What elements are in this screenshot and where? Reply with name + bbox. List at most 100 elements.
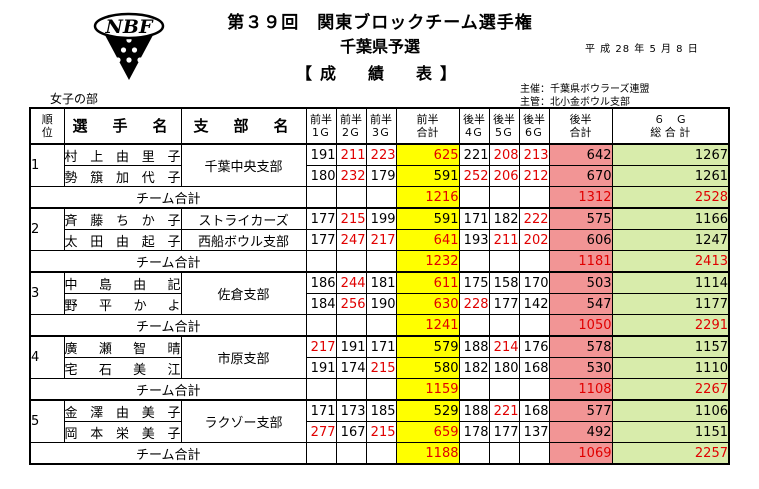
rank-cell: 2 [29,207,65,251]
empty-cell [365,442,397,465]
page-subtitle: 千葉県予選 [339,37,420,56]
empty-cell [305,250,337,273]
team-second-half-total: 1108 [548,378,613,401]
first-half-total: 630 [395,293,460,315]
player-row: 1 村上由里子 千葉中央支部 191 211 223 625 221 208 213 642 1267 [29,143,730,187]
results-table: 順 位 選 手 名 支 部 名 前半 1Ｇ 前半 2Ｇ 前半 3Ｇ 前半 合計 … [29,107,730,465]
header-rank: 順 位 [29,107,65,145]
player-row: 5 金澤由美子 ラクゾー支部 171 173 185 529 188 221 168 577 1106 [29,399,730,443]
grand-total: 1114 [611,271,730,294]
game-6-score: 212 [518,165,550,187]
player-name: 勢簱加代子 [63,165,182,187]
game-2-score: 191 [335,335,367,358]
player-name: 斉藤ちか子 [63,207,182,230]
first-half-total: 579 [395,335,460,358]
team-total-row: チーム合計 1241 1050 2291 [29,314,730,337]
game-4-score: 221 [458,143,490,166]
organizer-line: 主催：千葉県ボウラーズ連盟 [520,84,650,95]
empty-cell [458,186,490,209]
empty-cell [488,250,520,273]
team-second-half-total: 1312 [548,186,613,209]
second-half-total: 575 [548,207,613,230]
team-total-row: チーム合計 1232 1181 2413 [29,250,730,273]
game-5-score: 180 [488,357,520,379]
team-grand-total: 2267 [611,378,730,401]
game-6-score: 222 [518,207,550,230]
game-4-score: 188 [458,399,490,422]
second-half-total: 642 [548,143,613,166]
game-4-score: 175 [458,271,490,294]
club-name: 千葉中央支部 [180,143,307,187]
empty-cell [458,250,490,273]
game-1-score: 184 [305,293,337,315]
header-game-4: 後半 4Ｇ [458,107,490,145]
game-6-score: 137 [518,421,550,443]
grand-total: 1261 [611,165,730,187]
empty-cell [458,314,490,337]
game-3-score: 215 [365,357,397,379]
empty-cell [518,314,550,337]
team-second-half-total: 1050 [548,314,613,337]
grand-total: 1157 [611,335,730,358]
empty-cell [365,378,397,401]
empty-cell [335,378,367,401]
game-2-score: 256 [335,293,367,315]
game-1-score: 177 [305,229,337,251]
player-name: 岡本栄美子 [63,421,182,443]
team-total-label: チーム合計 [29,314,307,337]
game-5-score: 208 [488,143,520,166]
grand-total: 1177 [611,293,730,315]
game-5-score: 182 [488,207,520,230]
player-name: 太田由起子 [63,229,182,251]
player-row: 2 斉藤ちか子 ストライカーズ 177 215 199 591 171 182 222 575 116… [29,207,730,251]
second-half-total: 492 [548,421,613,443]
nbf-logo: NBF [88,6,170,84]
game-2-score: 167 [335,421,367,443]
game-5-score: 177 [488,421,520,443]
grand-total: 1267 [611,143,730,166]
team-first-half-total: 1159 [395,378,460,401]
game-1-score: 277 [305,421,337,443]
empty-cell [305,314,337,337]
team-grand-total: 2291 [611,314,730,337]
second-half-total: 530 [548,357,613,379]
game-1-score: 171 [305,399,337,422]
grand-total: 1151 [611,421,730,443]
first-half-total: 591 [395,165,460,187]
game-4-score: 188 [458,335,490,358]
header-grand-total: ６ Ｇ 総 合 計 [611,107,730,145]
empty-cell [335,186,367,209]
game-1-score: 180 [305,165,337,187]
game-2-score: 215 [335,207,367,230]
game-6-score: 176 [518,335,550,358]
empty-cell [335,442,367,465]
game-4-score: 228 [458,293,490,315]
player-name: 宅石美江 [63,357,182,379]
empty-cell [458,442,490,465]
game-4-score: 182 [458,357,490,379]
club-name: 市原支部 [180,335,307,379]
game-2-score: 244 [335,271,367,294]
club-name: 西船ボウル支部 [180,229,307,251]
game-2-score: 211 [335,143,367,166]
rank-cell: 1 [29,143,65,187]
player-name: 廣瀬智晴 [63,335,182,358]
rank-cell: 4 [29,335,65,379]
player-row: 岡本栄美子 277 167 215 659 178 177 137 492 1151 [30,421,730,443]
page-title: 第３９回 関東ブロックチーム選手権 [227,13,533,33]
game-3-score: 171 [365,335,397,358]
second-half-total: 503 [548,271,613,294]
rank-cell: 3 [29,271,65,315]
game-6-score: 168 [518,399,550,422]
player-row: 太田由起子 西船ボウル支部 177 247 217 641 193 211 202 606 1247 [30,229,730,251]
team-first-half-total: 1232 [395,250,460,273]
game-4-score: 171 [458,207,490,230]
game-1-score: 191 [305,143,337,166]
empty-cell [305,186,337,209]
team-total-label: チーム合計 [29,442,307,465]
header-first-total: 前半 合計 [395,107,460,145]
header-game-1: 前半 1Ｇ [305,107,337,145]
empty-cell [305,442,337,465]
game-3-score: 215 [365,421,397,443]
game-4-score: 193 [458,229,490,251]
